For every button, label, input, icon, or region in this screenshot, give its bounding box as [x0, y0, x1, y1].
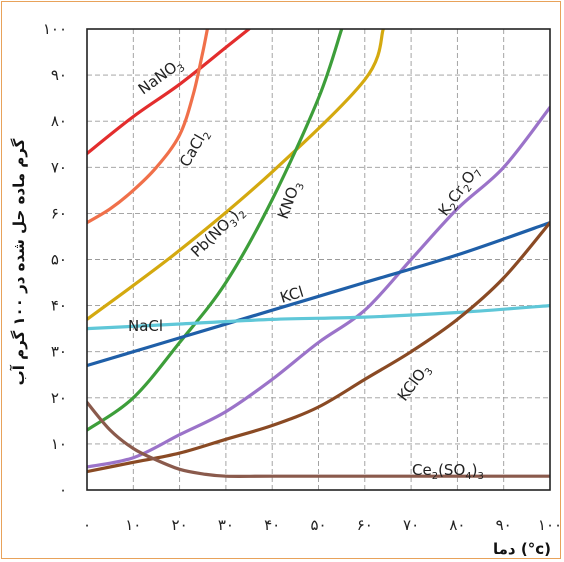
- y-tick-label: ۷۰: [51, 158, 67, 176]
- series-line-ce2so43: [87, 400, 550, 478]
- x-tick-label: ۴۰: [264, 516, 280, 534]
- y-tick-label: ۵۰: [51, 251, 67, 269]
- series-labels: NaNO3 CaCl2 Pb(NO3)2 KNO3 K2Cr2O7 KCl Na…: [128, 54, 485, 482]
- x-tick-label: ۸۰: [449, 516, 465, 534]
- x-tick-label: ۶۰: [357, 516, 373, 534]
- series-line-nano3: [87, 29, 251, 156]
- y-axis-title: گرم ماده حل شده در ۱۰۰ گرم آب: [10, 138, 28, 385]
- series-line-cacl2: [87, 29, 209, 225]
- x-tick-label: ۳۰: [218, 516, 234, 534]
- y-tick-label: ۲۰: [51, 389, 67, 407]
- series-label-kclo3: KClO3: [394, 360, 436, 406]
- y-tick-label: ۳۰: [51, 343, 67, 361]
- plot-area-border: [86, 28, 551, 491]
- y-tick-label: ۱۰۰: [43, 20, 67, 38]
- y-tick-label: ۱۰: [51, 435, 67, 453]
- x-tick-label: ۹۰: [496, 516, 512, 534]
- series-line-kclo3: [87, 221, 550, 474]
- y-tick-label: ۶۰: [51, 204, 67, 222]
- series-label-ce2so43: Ce2(SO4)3: [412, 461, 484, 482]
- y-tick-label: ۹۰: [51, 66, 67, 84]
- y-tick-label: ۸۰: [51, 112, 67, 130]
- y-tick-label: ۴۰: [51, 297, 67, 315]
- series-lines: [87, 29, 550, 478]
- x-tick-label: ۱۰۰: [538, 516, 562, 534]
- y-tick-label: ۰: [59, 481, 67, 499]
- series-line-kno3: [87, 29, 344, 432]
- x-tick-label: ۰: [83, 516, 91, 534]
- x-tick-label: ۱۰: [125, 516, 141, 534]
- x-tick-label: ۷۰: [403, 516, 419, 534]
- x-tick-label: ۵۰: [310, 516, 326, 534]
- series-label-pbno32: Pb(NO3)2: [187, 202, 249, 263]
- series-label-nacl: NaCl: [128, 317, 163, 335]
- series-line-k2cr2o7: [87, 105, 550, 469]
- series-line-kcl: [87, 221, 550, 368]
- x-axis-title: دما (°c): [493, 540, 551, 558]
- x-tick-labels: ۰ ۱۰ ۲۰ ۳۰ ۴۰ ۵۰ ۶۰ ۷۰ ۸۰ ۹۰ ۱۰۰: [83, 516, 562, 534]
- y-tick-labels: ۰ ۱۰ ۲۰ ۳۰ ۴۰ ۵۰ ۶۰ ۷۰ ۸۰ ۹۰ ۱۰۰: [43, 20, 67, 499]
- series-label-kcl: KCl: [278, 283, 306, 307]
- x-tick-label: ۲۰: [172, 516, 188, 534]
- series-line-pbno32: [87, 29, 385, 321]
